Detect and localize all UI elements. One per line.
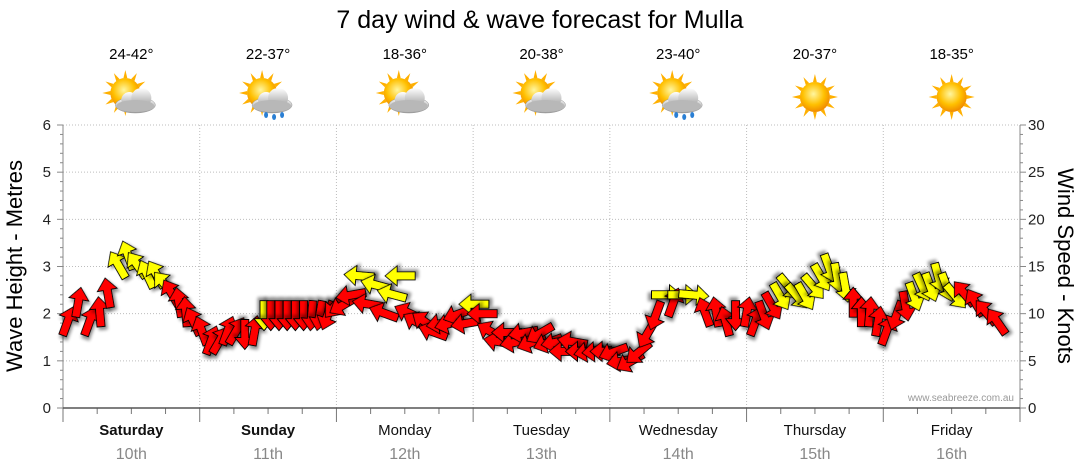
wind-arrow: [67, 286, 90, 319]
left-tick-label: 4: [43, 211, 51, 228]
day-date-label: 14th: [663, 446, 694, 463]
left-tick-label: 6: [43, 117, 51, 134]
right-tick-label: 15: [1028, 259, 1045, 276]
wind-arrow: [335, 284, 367, 307]
left-axis-title: Wave Height - Metres: [2, 160, 27, 372]
day-name-label: Friday: [931, 422, 973, 439]
day-name-label: Monday: [378, 422, 432, 439]
right-tick-label: 0: [1028, 400, 1036, 417]
partly-cloudy-icon: [102, 70, 156, 116]
temperature-range-label: 24-42°: [109, 46, 153, 63]
temperature-range-label: 23-40°: [656, 46, 700, 63]
left-tick-label: 2: [43, 306, 51, 323]
temperature-range-label: 18-36°: [383, 46, 427, 63]
left-tick-label: 5: [43, 164, 51, 181]
wind-arrow: [96, 277, 119, 309]
right-tick-label: 30: [1028, 117, 1045, 134]
wind-arrow: [466, 302, 498, 325]
temperature-range-label: 20-37°: [793, 46, 837, 63]
left-tick-label: 1: [43, 353, 51, 370]
partly-cloudy-icon: [375, 70, 430, 116]
sunny-icon: [928, 74, 975, 120]
day-name-label: Wednesday: [639, 422, 718, 439]
weather-icons: [102, 70, 975, 120]
right-axis-title: Wind Speed - Knots: [1053, 168, 1078, 364]
day-name-label: Tuesday: [513, 422, 570, 439]
temperature-range-label: 18-35°: [929, 46, 973, 63]
temperature-range-label: 20-38°: [519, 46, 563, 63]
credit-label: www.seabreeze.com.au: [907, 393, 1014, 404]
sunny-icon: [791, 74, 838, 120]
wind-arrow: [384, 264, 416, 287]
day-name-label: Saturday: [99, 422, 164, 439]
wind-arrow: [376, 283, 408, 305]
left-tick-labels: 0 1 2 3 4 5 6: [43, 117, 51, 417]
temperature-range-label: 22-37°: [246, 46, 290, 63]
temperature-labels: 24-42° 22-37° 18-36° 20-38° 23-40° 20-37° 18-3…: [109, 46, 974, 63]
day-date-label: 12th: [389, 446, 420, 463]
left-tick-label: 3: [43, 259, 51, 276]
showers-icon: [239, 70, 293, 120]
right-tick-label: 20: [1028, 211, 1045, 228]
day-date-label: 10th: [116, 446, 147, 463]
right-tick-labels: 0 5 10 15 20 25 30: [1028, 117, 1045, 417]
grid-lines: [57, 124, 1026, 422]
day-name-label: Sunday: [241, 422, 296, 439]
showers-icon: [649, 70, 703, 120]
partly-cloudy-icon: [512, 70, 566, 116]
right-tick-label: 10: [1028, 306, 1045, 323]
right-tick-label: 25: [1028, 164, 1045, 181]
day-date-label: 16th: [936, 446, 967, 463]
day-name-label: Thursday: [784, 422, 847, 439]
wind-arrow: [644, 299, 666, 331]
day-date-label: 13th: [526, 446, 557, 463]
wind-arrow: [368, 301, 400, 323]
wind-arrows: [58, 240, 1010, 373]
wind-arrow: [986, 308, 1010, 337]
right-tick-label: 5: [1028, 353, 1036, 370]
day-date-label: 11th: [253, 446, 283, 463]
left-tick-label: 0: [43, 400, 51, 417]
day-date-label: 15th: [799, 446, 830, 463]
chart-title: 7 day wind & wave forecast for Mulla: [336, 6, 743, 34]
day-labels: Saturday 10th Sunday 11th Monday 12th Tuesday 1…: [99, 422, 973, 463]
